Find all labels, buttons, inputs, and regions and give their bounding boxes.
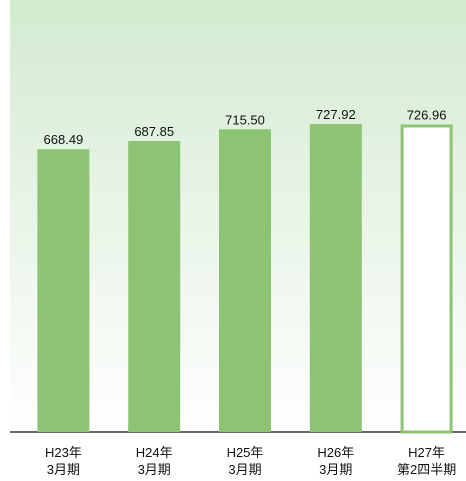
value-label: 715.50 bbox=[225, 112, 265, 127]
bar bbox=[309, 124, 362, 432]
x-tick-label: H27年 bbox=[408, 445, 445, 460]
value-label: 687.85 bbox=[134, 124, 174, 139]
x-tick-label: 3月期 bbox=[319, 462, 352, 477]
x-tick-label: H23年 bbox=[45, 445, 82, 460]
x-tick-label: 第2四半期 bbox=[397, 462, 456, 477]
value-label: 668.49 bbox=[44, 132, 84, 147]
bar bbox=[37, 149, 90, 432]
x-tick-label: 3月期 bbox=[138, 462, 171, 477]
x-tick-label: H25年 bbox=[227, 445, 264, 460]
x-tick-label: 3月期 bbox=[47, 462, 80, 477]
bar bbox=[128, 141, 181, 433]
value-label: 727.92 bbox=[316, 107, 356, 122]
bar bbox=[400, 124, 453, 434]
value-label: 726.96 bbox=[407, 107, 447, 122]
bar bbox=[219, 129, 271, 432]
x-tick-label: 3月期 bbox=[228, 462, 261, 477]
x-tick-label: H26年 bbox=[317, 445, 354, 460]
x-tick-label: H24年 bbox=[136, 445, 173, 460]
